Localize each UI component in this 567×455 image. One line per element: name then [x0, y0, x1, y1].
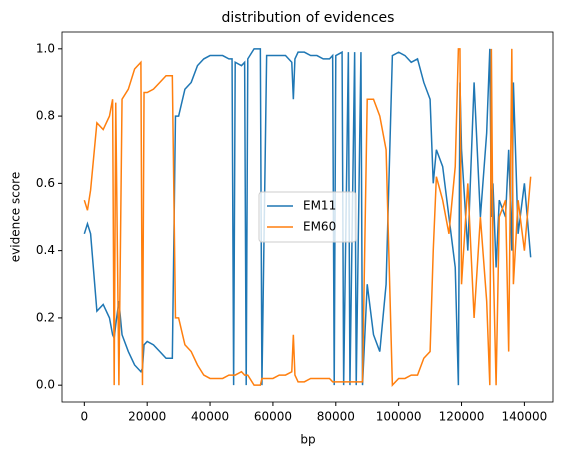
legend-label: EM60: [303, 220, 336, 234]
y-tick-label: 1.0: [36, 41, 55, 55]
x-tick-label: 140000: [501, 410, 547, 424]
x-tick-label: 20000: [128, 410, 166, 424]
legend-label: EM11: [303, 199, 336, 213]
x-tick-label: 0: [80, 410, 88, 424]
x-tick-label: 60000: [254, 410, 292, 424]
plot-frame: [61, 31, 554, 403]
legend: EM11 EM60: [258, 191, 357, 243]
x-tick-label: 40000: [191, 410, 229, 424]
chart-title: distribution of evidences: [222, 10, 395, 26]
x-tick-label: 100000: [376, 410, 422, 424]
x-axis-label: bp: [300, 433, 315, 447]
legend-box: [258, 191, 357, 243]
y-tick-label: 0.6: [36, 176, 55, 190]
y-tick-label: 0.4: [36, 243, 55, 257]
y-tick-label: 0.2: [36, 310, 55, 324]
y-axis-label: evidence score: [9, 172, 23, 262]
x-tick-label: 120000: [439, 410, 485, 424]
y-tick-label: 0.0: [36, 378, 55, 392]
series-line: [83, 48, 532, 388]
y-tick-label: 0.8: [36, 109, 55, 123]
x-tick-label: 80000: [317, 410, 355, 424]
